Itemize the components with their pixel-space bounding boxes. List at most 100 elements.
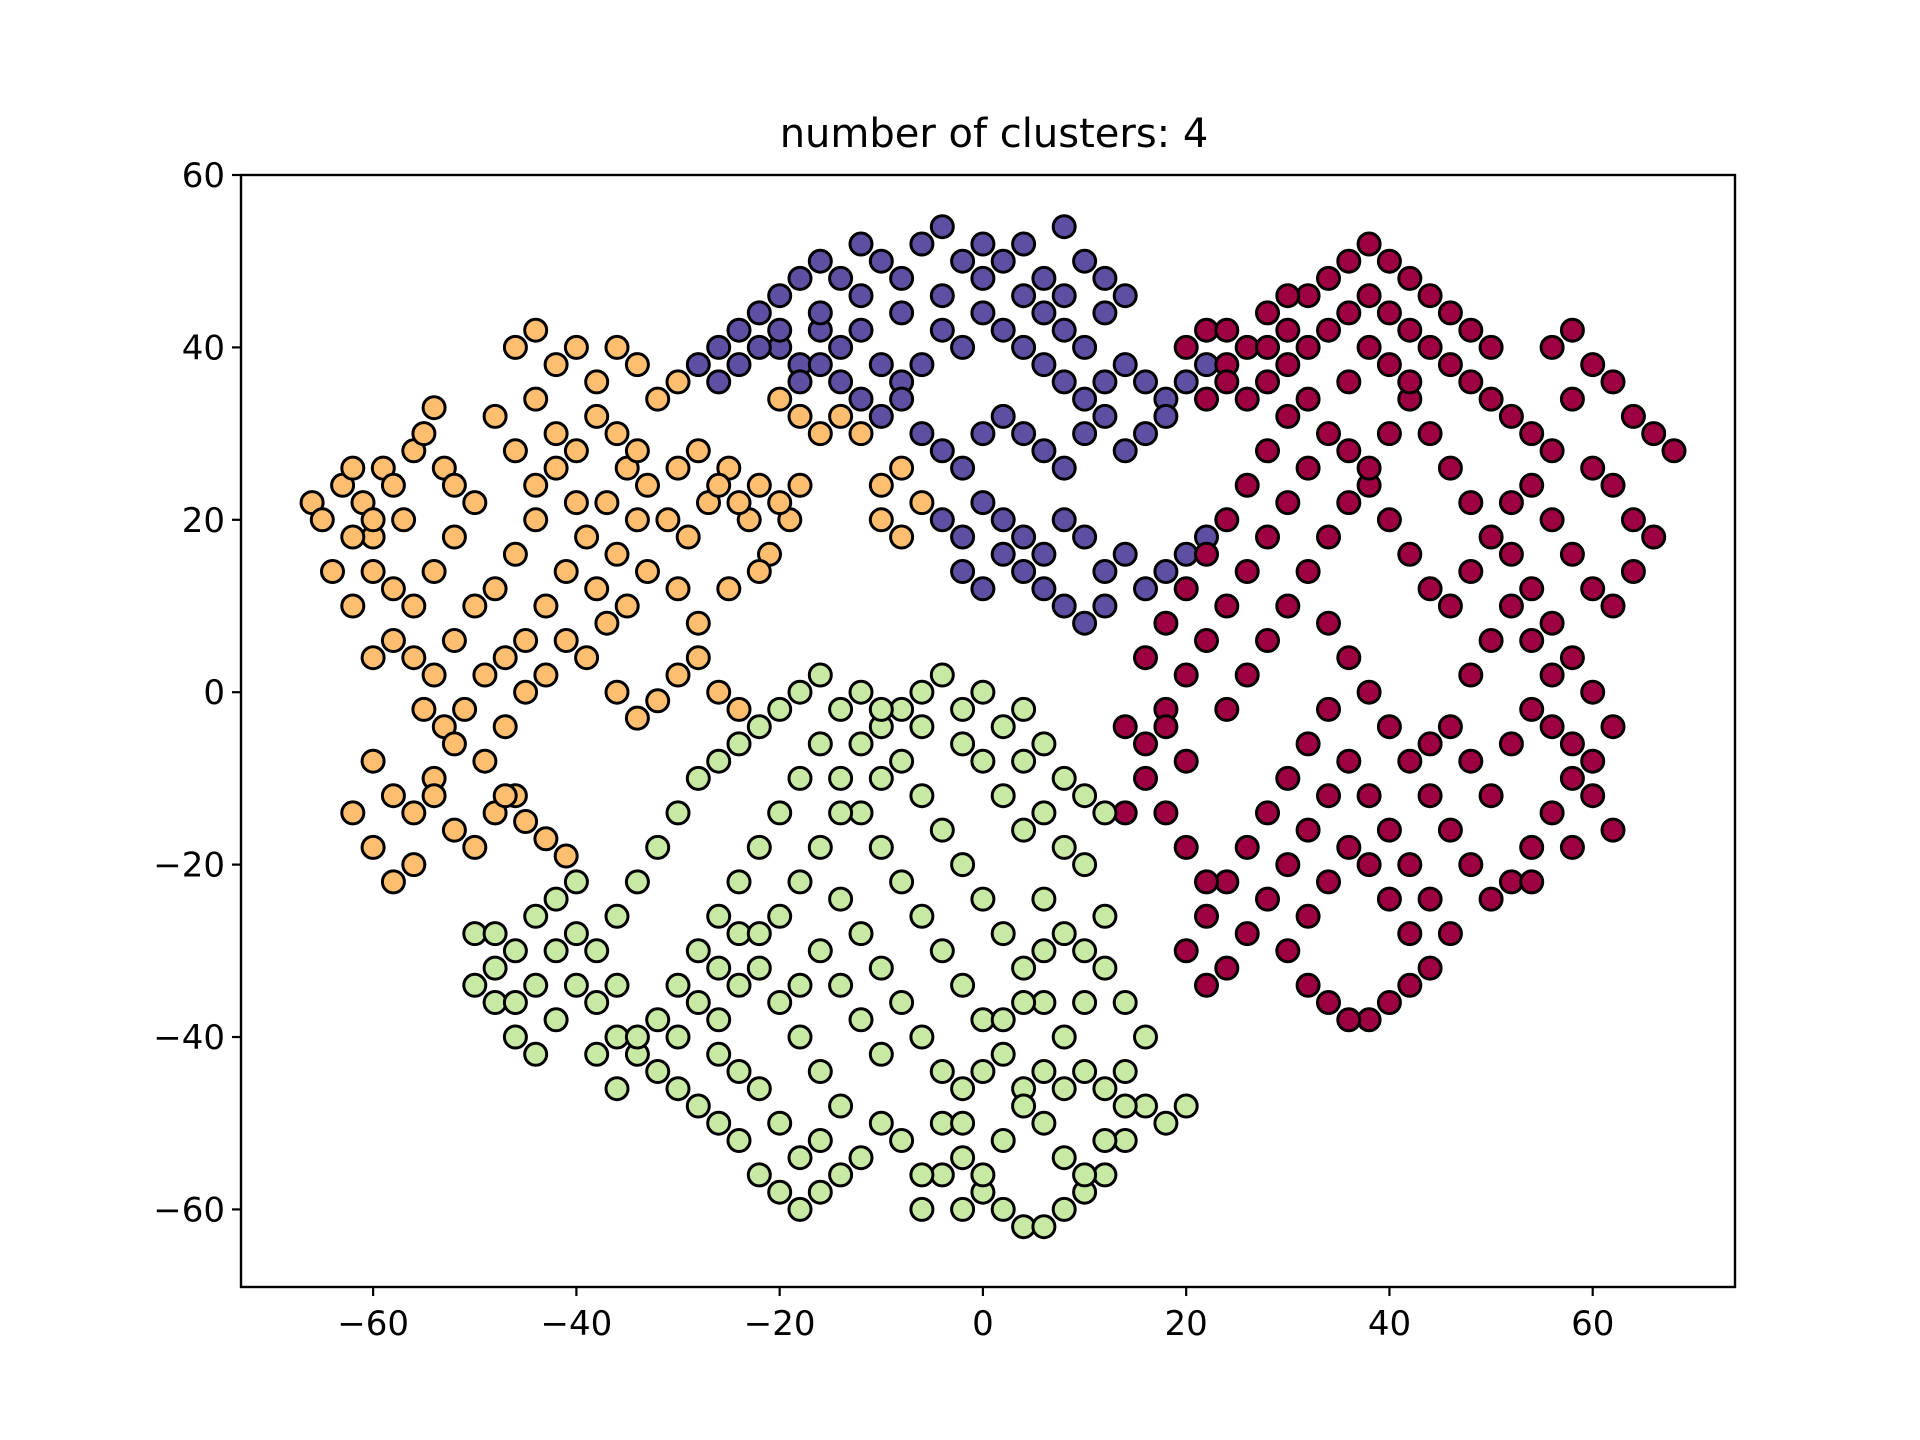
points-layer — [299, 214, 1687, 1240]
data-point — [624, 869, 650, 895]
data-point — [868, 1041, 894, 1067]
data-point — [828, 265, 854, 291]
data-point — [1031, 438, 1057, 464]
data-point — [1316, 421, 1341, 447]
data-point — [787, 679, 813, 705]
data-point — [1356, 455, 1382, 481]
data-point — [970, 265, 996, 291]
data-point — [401, 852, 427, 878]
data-point — [1376, 886, 1402, 912]
data-point — [1580, 576, 1606, 602]
x-tick-label: 20 — [1165, 1304, 1208, 1344]
data-point — [1133, 765, 1158, 791]
data-point — [1011, 955, 1037, 981]
data-point — [889, 1128, 915, 1153]
data-point — [309, 507, 335, 533]
data-point — [1295, 455, 1321, 481]
data-point — [746, 1076, 772, 1102]
data-point — [929, 1162, 955, 1188]
data-point — [1214, 869, 1240, 895]
data-point — [1295, 386, 1321, 412]
data-point — [1498, 593, 1524, 619]
data-point — [889, 455, 915, 481]
data-point — [482, 921, 508, 947]
data-point — [787, 472, 813, 498]
data-point — [889, 265, 915, 291]
data-point — [441, 731, 467, 757]
data-point — [1295, 334, 1321, 360]
data-point — [401, 800, 427, 826]
data-point — [950, 248, 976, 274]
data-point — [909, 903, 935, 929]
data-point — [1417, 731, 1443, 757]
data-point — [513, 628, 539, 653]
data-point — [604, 1076, 630, 1102]
data-point — [1072, 248, 1098, 274]
data-point — [380, 576, 406, 602]
data-point — [787, 972, 813, 998]
data-point — [767, 283, 793, 309]
data-point — [726, 317, 752, 343]
data-point — [889, 524, 915, 550]
data-point — [706, 369, 732, 395]
data-point — [1031, 938, 1057, 964]
data-point — [868, 248, 894, 274]
data-point — [1397, 852, 1423, 878]
data-point — [1133, 421, 1158, 447]
data-point — [1051, 369, 1077, 395]
data-point — [950, 1076, 976, 1102]
data-point — [706, 472, 732, 498]
data-point — [665, 972, 691, 998]
data-point — [929, 938, 955, 964]
data-point — [665, 576, 691, 602]
data-point — [604, 334, 630, 360]
data-point — [1376, 300, 1402, 326]
data-point — [1539, 800, 1565, 826]
data-point — [1173, 938, 1199, 964]
data-point — [746, 955, 772, 981]
data-point — [848, 921, 874, 947]
data-point — [340, 593, 366, 619]
data-point — [787, 1024, 813, 1050]
data-point — [767, 317, 793, 343]
data-point — [868, 834, 894, 860]
data-point — [655, 507, 681, 533]
data-point — [1153, 1110, 1179, 1136]
data-point — [1539, 438, 1565, 464]
data-point — [1336, 369, 1362, 395]
data-point — [950, 455, 976, 481]
data-point — [990, 403, 1016, 429]
data-point — [1458, 662, 1484, 688]
data-point — [787, 765, 813, 791]
data-point — [990, 783, 1016, 809]
data-point — [889, 990, 915, 1015]
data-point — [726, 1128, 752, 1153]
data-point — [1011, 817, 1037, 843]
data-point — [868, 1110, 894, 1136]
data-point — [1092, 903, 1118, 929]
data-point — [929, 507, 955, 533]
data-point — [970, 1162, 996, 1188]
data-point — [726, 1059, 752, 1084]
data-point — [868, 507, 894, 533]
x-tick-label: −60 — [337, 1304, 409, 1344]
data-point — [828, 1093, 854, 1119]
data-point — [645, 386, 671, 412]
data-point — [492, 645, 518, 671]
data-point — [828, 972, 854, 998]
data-point — [1112, 1093, 1138, 1119]
data-point — [1376, 507, 1402, 533]
data-point — [1051, 214, 1077, 240]
data-point — [340, 524, 366, 550]
data-point — [990, 921, 1016, 947]
data-point — [1641, 421, 1667, 447]
data-point — [1194, 972, 1219, 998]
data-point — [726, 869, 752, 895]
data-point — [645, 1059, 671, 1084]
data-point — [1133, 369, 1158, 395]
data-point — [1072, 610, 1098, 636]
data-point — [848, 231, 874, 257]
data-point — [1519, 628, 1545, 653]
data-point — [1031, 990, 1057, 1015]
